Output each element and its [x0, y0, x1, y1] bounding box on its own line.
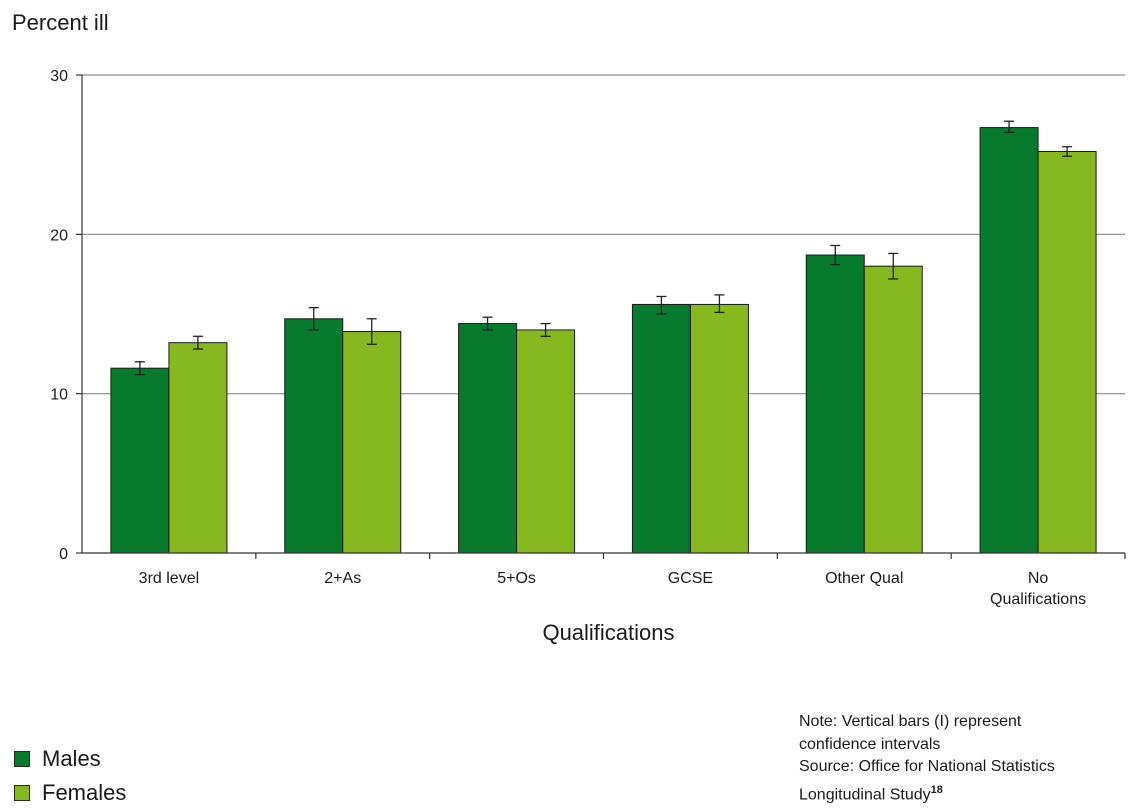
- note-line-4: Longitudinal Study18: [799, 779, 1055, 807]
- note-line-3: Source: Office for National Statistics: [799, 758, 1055, 775]
- bar-males: [110, 367, 170, 554]
- bar-females: [689, 303, 749, 554]
- y-tick-label: 30: [50, 68, 68, 85]
- legend: Males Females: [14, 742, 126, 810]
- legend-swatch-females: [14, 785, 30, 801]
- x-tick-label: 3rd level: [139, 570, 199, 587]
- bar-females: [168, 342, 228, 554]
- note-line-1: Note: Vertical bars (I) represent: [799, 713, 1022, 730]
- bar-males: [631, 303, 691, 554]
- bar-males: [458, 323, 518, 554]
- bar-males: [979, 127, 1039, 554]
- y-tick-label: 20: [50, 227, 68, 244]
- y-tick-label: 0: [59, 546, 68, 563]
- y-tick-label: 10: [50, 387, 68, 404]
- bar-females: [342, 331, 402, 554]
- legend-label-males: Males: [42, 746, 101, 771]
- bar-males: [805, 254, 865, 554]
- note-line-2: confidence intervals: [799, 735, 941, 753]
- note-reference: 18: [930, 783, 943, 796]
- legend-item-males: Males: [14, 742, 126, 776]
- source-note: Note: Vertical bars (I) represent confid…: [799, 711, 1055, 806]
- x-tick-label: 5+Os: [497, 570, 536, 587]
- y-axis-label: Percent ill: [12, 10, 109, 35]
- x-tick-label: 2+As: [324, 570, 361, 587]
- legend-swatch-males: [14, 751, 30, 767]
- bar-females: [1037, 150, 1097, 554]
- note-line-4-text: Longitudinal Study: [799, 785, 931, 803]
- bar-males: [284, 318, 344, 554]
- legend-item-females: Females: [14, 776, 126, 810]
- x-tick-label: GCSE: [668, 570, 713, 587]
- x-tick-label: No Qualifications: [990, 570, 1086, 608]
- bar-females: [516, 329, 576, 554]
- x-axis-label: Qualifications: [542, 620, 675, 645]
- bar-females: [863, 265, 923, 554]
- legend-label-females: Females: [42, 780, 127, 805]
- x-tick-label: Other Qual: [825, 570, 903, 587]
